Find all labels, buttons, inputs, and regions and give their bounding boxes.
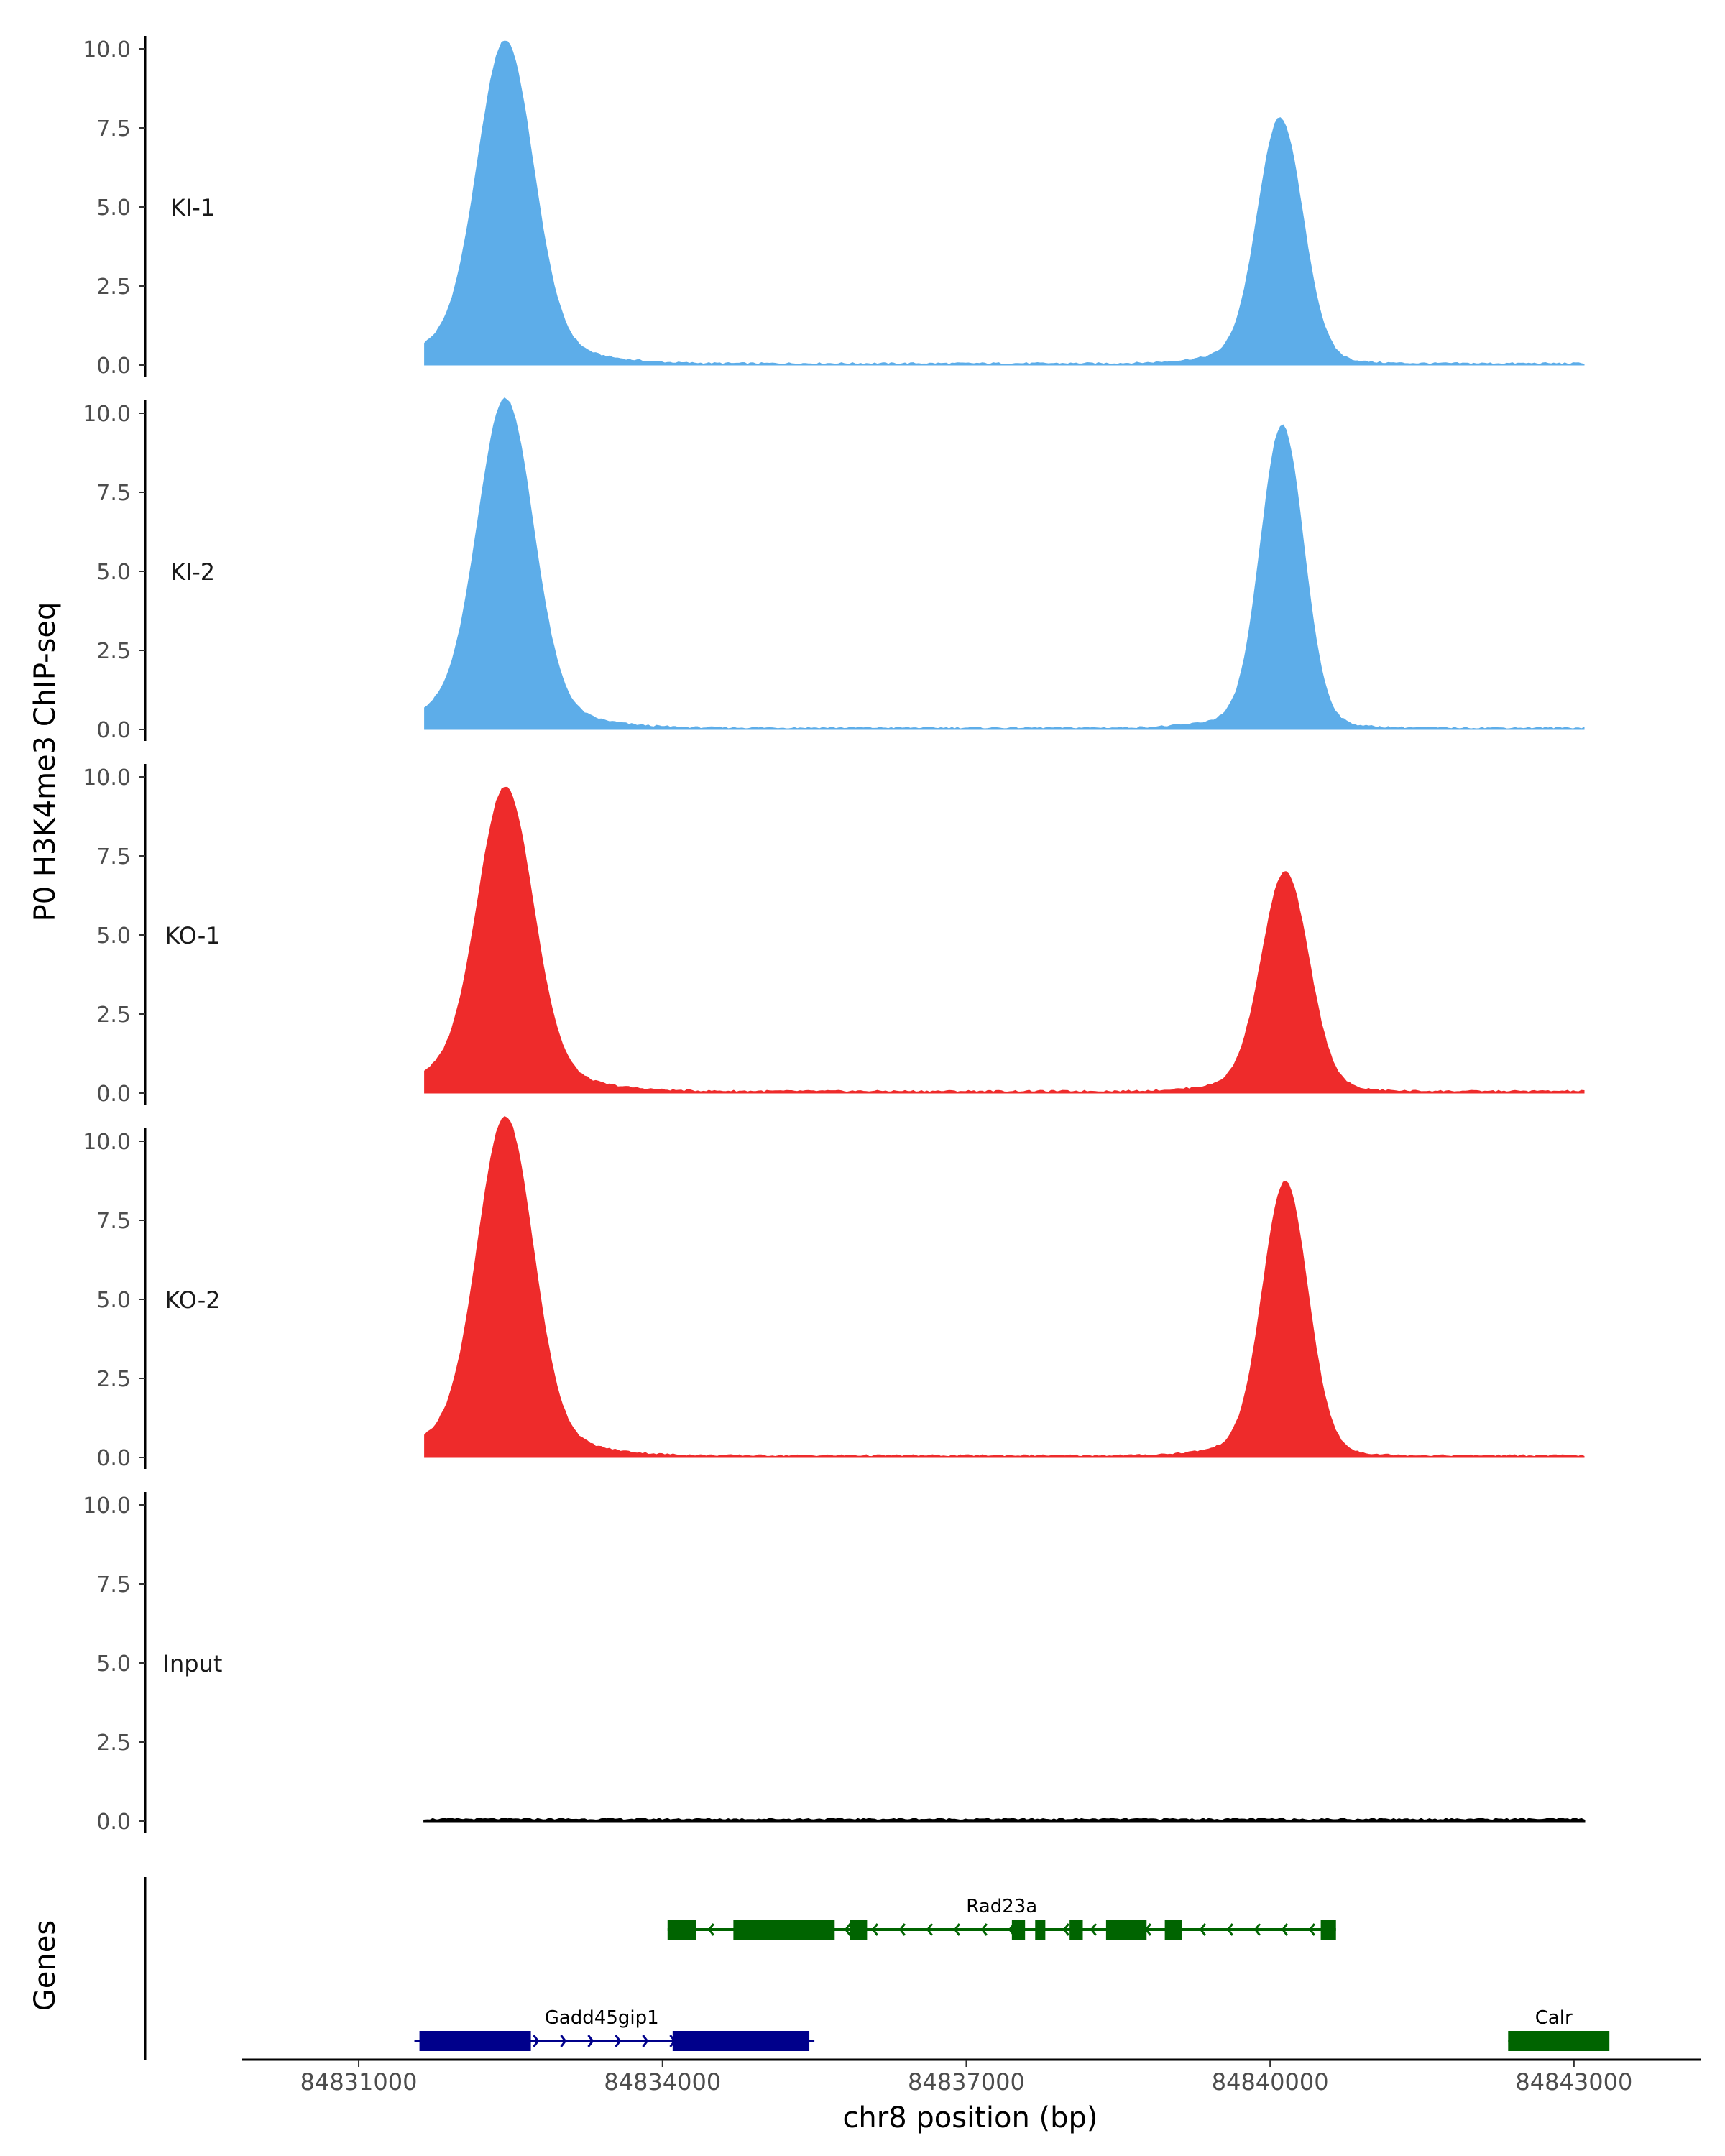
strand-arrow — [533, 2035, 540, 2047]
y-tick-label: 5.0 — [96, 560, 131, 585]
x-tick-label: 84831000 — [300, 2068, 418, 2096]
strand-arrow — [1254, 1923, 1261, 1936]
gene-gadd45gip1: Gadd45gip1 — [414, 2007, 815, 2051]
signal-area — [424, 397, 1585, 730]
x-tick-label: 84843000 — [1515, 2068, 1632, 2096]
track-label: KO-1 — [165, 922, 220, 949]
x-axis-ticks: 84831000 84834000 84837000 84840000 84843000 — [300, 2060, 1632, 2096]
signal-area — [424, 40, 1585, 366]
gene-exon — [850, 1920, 868, 1940]
y-tick-label: 10.0 — [83, 765, 131, 791]
strand-arrow — [980, 1923, 988, 1936]
signal-area — [424, 786, 1585, 1094]
gene-exon — [1011, 1920, 1026, 1940]
gene-calr: Calr — [1508, 2007, 1610, 2051]
x-tick-label: 84834000 — [604, 2068, 721, 2096]
y-tick-label: 5.0 — [96, 1288, 131, 1313]
gene-exon — [1070, 1920, 1083, 1940]
signal-area — [423, 1818, 1586, 1823]
y-tick-label: 7.5 — [96, 844, 131, 870]
y-tick-label: 5.0 — [96, 923, 131, 949]
gene-label: Gadd45gip1 — [545, 2007, 659, 2029]
y-tick-label: 0.0 — [96, 354, 131, 379]
strand-arrow — [898, 1923, 906, 1936]
track-label: KO-2 — [165, 1286, 220, 1314]
y-tick-label: 7.5 — [96, 481, 131, 506]
track-ki-1: 0.0 2.5 5.0 7.5 10.0 KI-1 — [83, 36, 1585, 379]
y-tick-label: 0.0 — [96, 718, 131, 743]
y-tick-label: 7.5 — [96, 1572, 131, 1598]
gene-label: Rad23a — [966, 1896, 1037, 1917]
strand-arrow — [615, 2035, 622, 2047]
y-tick-label: 2.5 — [96, 275, 131, 300]
gene-exon — [672, 2031, 810, 2051]
x-tick-label: 84837000 — [908, 2068, 1025, 2096]
strand-arrow — [953, 1923, 960, 1936]
y-tick-label: 0.0 — [96, 1446, 131, 1471]
gene-exon — [667, 1920, 696, 1940]
strand-arrow — [1281, 1923, 1288, 1936]
gene-exon — [1563, 2031, 1574, 2051]
gene-exon — [419, 2031, 531, 2051]
genes-panel: Genes Rad23a Gadd45gip1 Calr — [29, 1877, 1610, 2060]
gene-models: Rad23a Gadd45gip1 Calr — [414, 1896, 1610, 2051]
track-label: Input — [163, 1650, 223, 1677]
gene-label: Calr — [1535, 2007, 1573, 2029]
y-tick-label: 10.0 — [83, 402, 131, 427]
strand-arrow — [1226, 1923, 1233, 1936]
x-axis: 84831000 84834000 84837000 84840000 84843000… — [242, 2058, 1701, 2134]
gene-exon — [1320, 1920, 1336, 1940]
y-tick-label: 10.0 — [83, 1493, 131, 1519]
y-tick-label: 7.5 — [96, 1209, 131, 1234]
track-ko-2: 0.0 2.5 5.0 7.5 10.0 KO-2 — [83, 1115, 1585, 1471]
x-tick-label: 84840000 — [1212, 2068, 1329, 2096]
gene-rad23a: Rad23a — [667, 1896, 1336, 1940]
strand-arrow — [587, 2035, 594, 2047]
track-label: KI-2 — [170, 558, 215, 586]
y-axis-label: P0 H3K4me3 ChIP-seq — [29, 602, 62, 922]
y-tick-label: 5.0 — [96, 195, 131, 221]
signal-tracks: 0.0 2.5 5.0 7.5 10.0 KI-1 0.0 2.5 5.0 7.5 10.0 KI-2… — [83, 36, 1586, 1835]
y-tick-label: 2.5 — [96, 1003, 131, 1028]
track-input: 0.0 2.5 5.0 7.5 10.0 Input — [83, 1492, 1586, 1835]
strand-arrow — [642, 2035, 649, 2047]
signal-area — [424, 1115, 1585, 1458]
strand-arrow — [1062, 1923, 1070, 1936]
y-tick-label: 0.0 — [96, 1810, 131, 1835]
gene-exon — [1508, 2031, 1610, 2051]
strand-arrow — [707, 1923, 714, 1936]
gene-exon — [1035, 1920, 1046, 1940]
track-ki-2: 0.0 2.5 5.0 7.5 10.0 KI-2 — [83, 397, 1585, 743]
track-ko-1: 0.0 2.5 5.0 7.5 10.0 KO-1 — [83, 764, 1585, 1107]
y-tick-label: 2.5 — [96, 639, 131, 664]
strand-arrow — [844, 1923, 851, 1936]
strand-arrow — [560, 2035, 567, 2047]
genes-panel-label: Genes — [29, 1920, 62, 2011]
y-tick-label: 10.0 — [83, 37, 131, 63]
gene-exon — [1164, 1920, 1182, 1940]
y-tick-label: 5.0 — [96, 1651, 131, 1677]
y-tick-label: 0.0 — [96, 1082, 131, 1107]
track-label: KI-1 — [170, 194, 215, 221]
strand-arrow — [871, 1923, 878, 1936]
strand-arrow — [926, 1923, 933, 1936]
strand-arrow — [1090, 1923, 1097, 1936]
y-tick-label: 2.5 — [96, 1367, 131, 1392]
y-tick-label: 7.5 — [96, 116, 131, 142]
y-tick-label: 2.5 — [96, 1731, 131, 1756]
strand-arrow — [1308, 1923, 1315, 1936]
y-tick-label: 10.0 — [83, 1130, 131, 1155]
gene-exon — [1105, 1920, 1147, 1940]
gene-exon — [733, 1920, 835, 1940]
x-axis-label: chr8 position (bp) — [842, 2101, 1098, 2134]
strand-arrow — [1199, 1923, 1206, 1936]
